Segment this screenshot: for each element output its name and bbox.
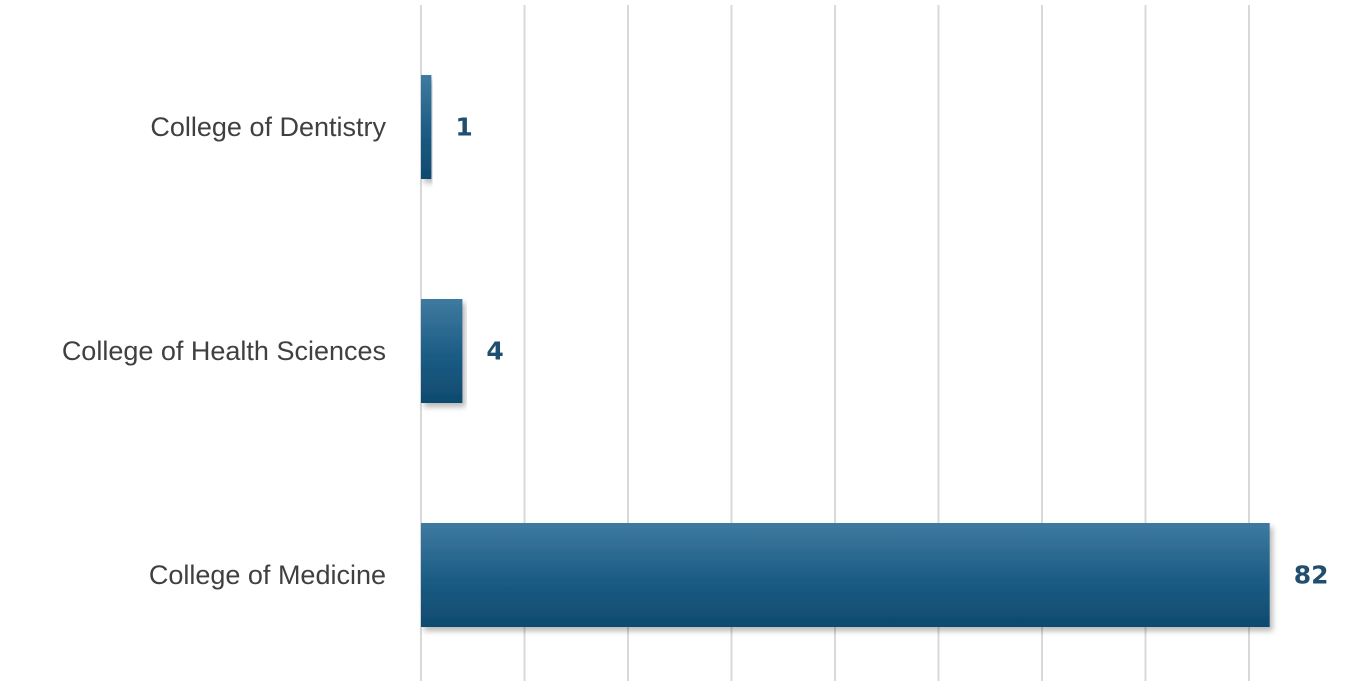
bar-college-of-dentistry	[421, 75, 432, 179]
category-label-college-of-dentistry: College of Dentistry	[150, 112, 386, 142]
bar-college-of-health-sciences	[421, 299, 463, 403]
category-label-college-of-health-sciences: College of Health Sciences	[62, 336, 386, 366]
bars	[421, 75, 1270, 627]
labels: College of Dentistry 1 College of Health S…	[62, 112, 1329, 590]
gridlines	[420, 5, 1250, 681]
data-label-college-of-dentistry: 1	[455, 113, 472, 142]
data-label-college-of-health-sciences: 4	[486, 337, 503, 366]
bar-college-of-medicine	[421, 523, 1270, 627]
category-label-college-of-medicine: College of Medicine	[149, 560, 386, 590]
data-label-college-of-medicine: 82	[1294, 561, 1329, 590]
